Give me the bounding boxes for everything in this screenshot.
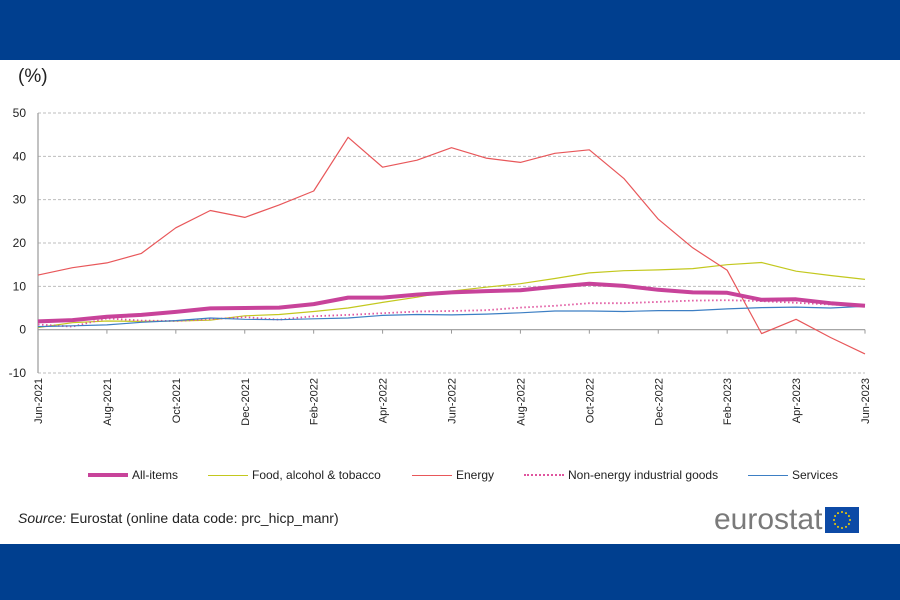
legend-item: Food, alcohol & tobacco — [208, 468, 381, 482]
y-tick-label: 30 — [13, 193, 27, 207]
legend-swatch — [88, 473, 128, 477]
source-note: Source: Eurostat (online data code: prc_… — [18, 510, 339, 526]
legend-item: Services — [748, 468, 838, 482]
x-tick-label: Feb-2022 — [309, 378, 321, 425]
bottom-banner — [0, 544, 900, 600]
x-tick-label: Apr-2022 — [378, 378, 390, 423]
legend-swatch — [524, 474, 564, 476]
y-tick-label: 20 — [13, 236, 27, 250]
logo-text: eurostat — [714, 503, 823, 536]
series-line-all-items — [37, 281, 866, 324]
legend-item: Non-energy industrial goods — [524, 468, 718, 482]
x-tick-label: Aug-2021 — [102, 378, 114, 426]
x-tick-label: Jun-2023 — [860, 378, 872, 424]
y-tick-label: 10 — [13, 279, 27, 293]
eu-flag-icon — [825, 507, 860, 533]
legend-swatch — [208, 474, 248, 476]
legend-label: Energy — [456, 468, 495, 482]
series-line-services — [37, 305, 866, 328]
x-tick-label: Feb-2023 — [722, 378, 734, 425]
y-tick-label: 50 — [13, 106, 27, 120]
legend-label: Services — [792, 468, 839, 482]
legend-swatch — [412, 474, 452, 476]
source-label: Source: — [18, 510, 67, 526]
x-tick-label: Jun-2021 — [33, 378, 45, 424]
y-tick-label: 40 — [13, 149, 27, 163]
top-banner — [0, 0, 900, 60]
legend-label: All-items — [132, 468, 179, 482]
x-tick-label: Dec-2022 — [653, 378, 665, 426]
x-tick-label: Dec-2021 — [240, 378, 252, 426]
y-axis-unit-label: (%) — [18, 66, 48, 87]
eurostat-logo: eurostat — [714, 503, 860, 537]
y-tick-label: 0 — [19, 323, 26, 337]
x-tick-label: Apr-2023 — [791, 378, 803, 423]
x-tick-label: Oct-2021 — [171, 378, 183, 423]
legend-item: Energy — [412, 468, 494, 482]
y-tick-label: -10 — [9, 366, 27, 380]
series-line-energy — [37, 136, 866, 355]
source-text: Eurostat (online data code: prc_hicp_man… — [66, 510, 339, 526]
x-tick-label: Jun-2022 — [447, 378, 459, 424]
legend-item: All-items — [88, 468, 178, 482]
line-chart: -10 0 10 20 30 40 50 Jun-2021 Aug-2021 Oct-2021 De… — [9, 106, 872, 426]
legend-label: Food, alcohol & tobacco — [252, 468, 381, 482]
x-tick-label: Oct-2022 — [584, 378, 596, 423]
legend-label: Non-energy industrial goods — [568, 468, 719, 482]
legend-swatch — [748, 474, 788, 476]
x-tick-label: Aug-2022 — [515, 378, 527, 426]
